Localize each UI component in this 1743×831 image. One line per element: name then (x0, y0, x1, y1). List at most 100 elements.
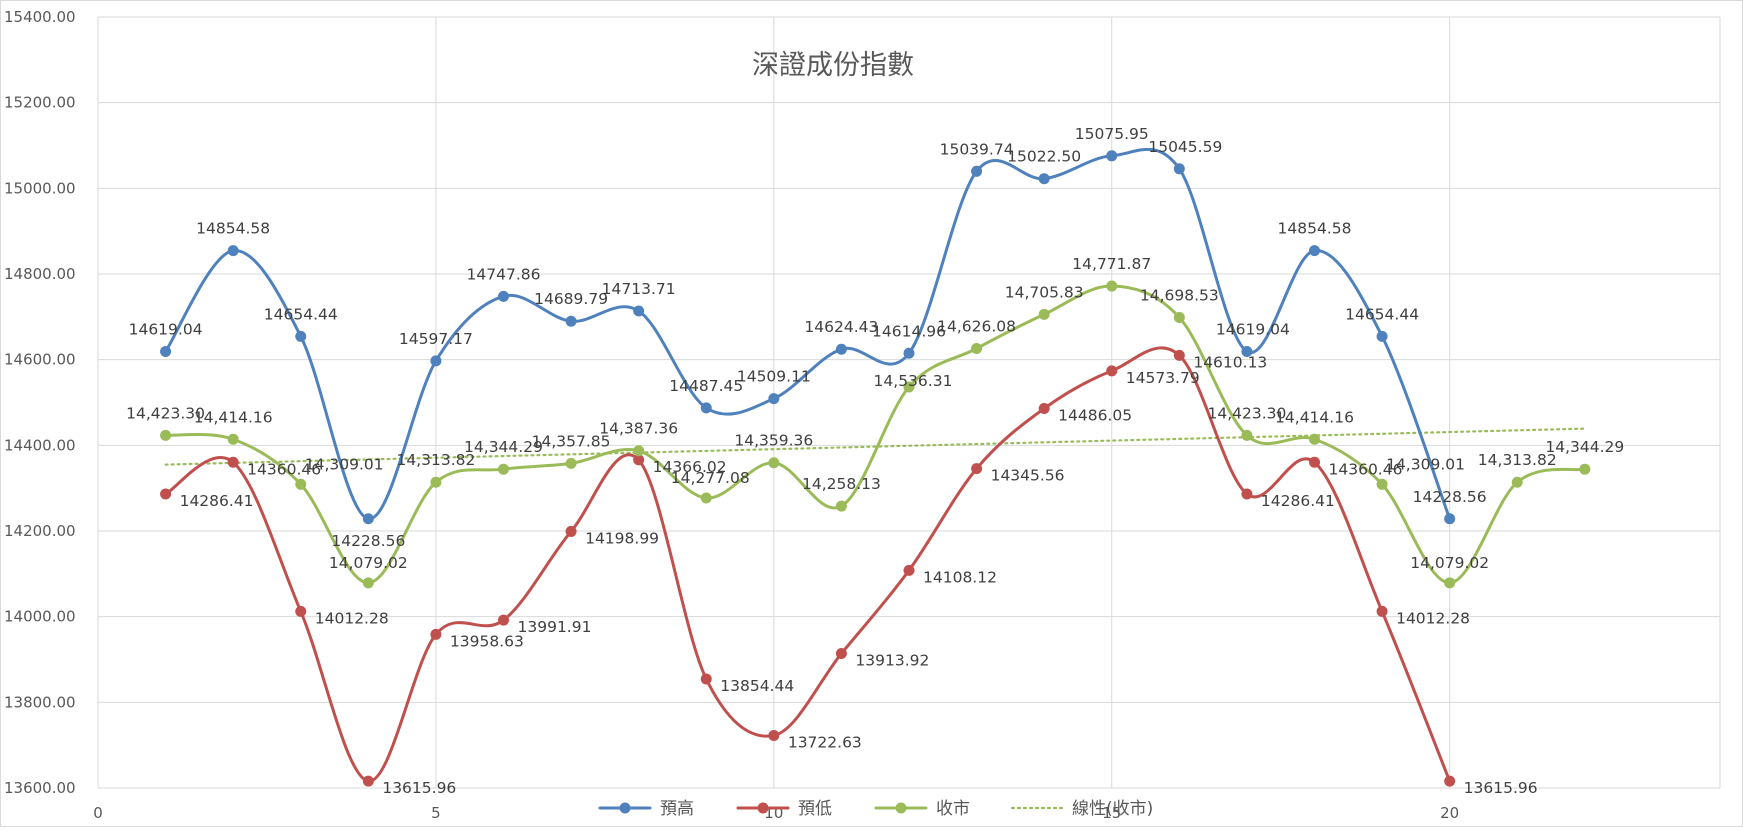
y-tick-label: 15400.00 (4, 8, 76, 26)
point-high (1444, 513, 1456, 525)
data-label-close: 14,258.13 (802, 475, 881, 493)
point-close (295, 478, 307, 490)
point-close (1173, 311, 1185, 323)
data-label-high: 14228.56 (1413, 488, 1487, 506)
data-label-close: 14,423.30 (1207, 404, 1286, 422)
legend: 預高 預低 收市 線性(收市) (598, 799, 1153, 819)
y-tick-label: 14000.00 (4, 608, 76, 626)
point-close (430, 476, 442, 488)
data-label-close: 14,309.01 (305, 455, 384, 473)
x-tick-label: 20 (1440, 804, 1459, 822)
point-close (227, 433, 239, 445)
y-tick-label: 13600.00 (4, 779, 76, 797)
data-label-close: 14,771.87 (1072, 255, 1151, 273)
data-label-close: 14,423.30 (126, 404, 205, 422)
data-label-low: 14610.13 (1193, 353, 1267, 371)
data-label-close: 14,079.02 (1410, 554, 1489, 572)
point-low (227, 456, 239, 468)
point-high (971, 165, 983, 177)
point-low (768, 729, 780, 741)
legend-label: 收市 (936, 799, 970, 819)
data-label-high: 14487.45 (669, 377, 743, 395)
data-label-close: 14,344.29 (464, 438, 543, 456)
x-tick-label: 0 (93, 804, 103, 822)
data-label-high: 14619.04 (129, 321, 203, 339)
data-label-low: 14366.02 (653, 458, 727, 476)
point-close (633, 445, 645, 457)
point-close (835, 500, 847, 512)
x-tick-label: 5 (431, 804, 441, 822)
point-close (1309, 433, 1320, 445)
point-high (903, 347, 915, 359)
y-tick-label: 13800.00 (4, 693, 76, 711)
point-high (1241, 346, 1253, 358)
data-label-low: 13991.91 (518, 618, 592, 636)
data-label-low: 14286.41 (1261, 492, 1335, 510)
series-line-close (164, 284, 1587, 585)
data-label-close: 14,277.08 (671, 469, 750, 487)
data-label-low: 13615.96 (382, 779, 456, 797)
data-label-high: 14228.56 (331, 532, 405, 550)
point-close (1511, 476, 1523, 488)
data-label-low: 14486.05 (1058, 406, 1132, 424)
legend-item-high: 預高 (598, 799, 694, 819)
data-label-low: 13615.96 (1464, 779, 1538, 797)
data-label-high: 14614.96 (872, 322, 946, 340)
data-label-close: 14,309.01 (1386, 455, 1465, 473)
point-high (430, 355, 442, 367)
point-high (227, 245, 239, 257)
data-label-high: 14654.44 (264, 305, 338, 323)
point-high (1106, 150, 1118, 162)
point-high (1376, 330, 1388, 342)
data-label-low: 14198.99 (585, 529, 659, 547)
point-close (903, 381, 915, 393)
y-tick-label: 14400.00 (4, 436, 76, 454)
data-label-low: 14012.28 (1396, 609, 1470, 627)
legend-item-trendline: 線性(收市) (1010, 799, 1153, 819)
point-high (565, 315, 577, 327)
point-high (295, 330, 307, 342)
point-low (903, 564, 915, 576)
point-low (633, 454, 645, 466)
point-high (768, 393, 780, 405)
legend-item-low: 預低 (736, 799, 832, 819)
point-low (1173, 349, 1185, 361)
data-label-high: 14747.86 (467, 265, 541, 283)
data-label-low: 14012.28 (315, 609, 389, 627)
y-tick-label: 14800.00 (4, 265, 76, 283)
point-high (160, 346, 172, 358)
legend-label: 預低 (798, 799, 832, 819)
data-label-close: 14,414.16 (194, 408, 273, 426)
data-label-high: 14689.79 (534, 290, 608, 308)
point-low (1106, 365, 1118, 377)
data-label-high: 14713.71 (602, 280, 676, 298)
point-close (1444, 577, 1456, 589)
data-label-close: 14,079.02 (329, 554, 408, 572)
data-label-high: 15045.59 (1148, 138, 1222, 156)
legend-marker (619, 802, 631, 814)
data-label-close: 14,359.36 (734, 432, 813, 450)
point-close (1579, 463, 1591, 475)
y-tick-label: 15200.00 (4, 94, 76, 112)
point-close (362, 577, 374, 589)
point-high (1309, 245, 1320, 257)
data-label-low: 13854.44 (720, 677, 794, 695)
data-label-high: 14624.43 (804, 318, 878, 336)
point-low (1444, 775, 1456, 787)
data-label-close: 14,357.85 (532, 432, 611, 450)
data-label-high: 14619.04 (1216, 321, 1290, 339)
data-label-low: 13958.63 (450, 632, 524, 650)
data-label-close: 14,698.53 (1140, 286, 1219, 304)
data-label-low: 14345.56 (991, 467, 1065, 485)
data-label-close: 14,414.16 (1275, 408, 1354, 426)
point-close (1106, 280, 1118, 292)
point-close (1376, 478, 1388, 490)
point-close (498, 463, 509, 475)
point-high (835, 343, 847, 355)
point-low (498, 614, 509, 626)
point-low (1376, 605, 1388, 617)
point-close (971, 342, 983, 354)
x-tick-label: 15 (1102, 804, 1121, 822)
data-label-close: 14,705.83 (1005, 283, 1084, 301)
